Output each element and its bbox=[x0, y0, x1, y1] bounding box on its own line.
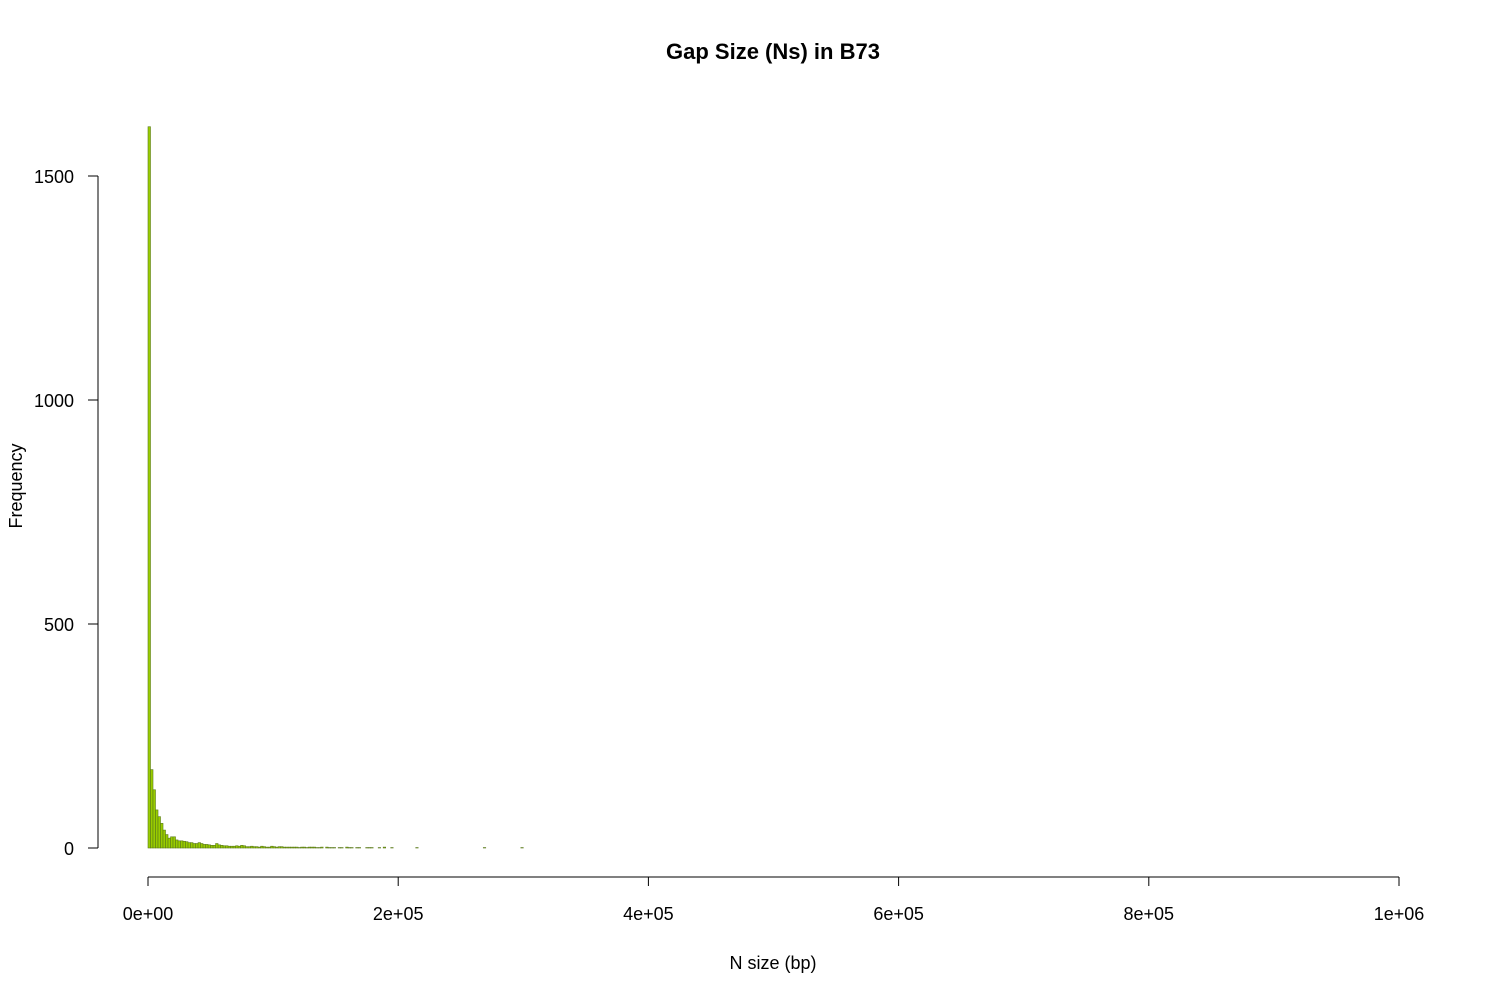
histogram-bar bbox=[292, 846, 296, 849]
histogram-bar bbox=[277, 846, 281, 849]
x-tick-label: 2e+05 bbox=[373, 904, 424, 924]
histogram-bar bbox=[262, 846, 266, 849]
histogram-bar bbox=[312, 846, 316, 849]
histogram-bar bbox=[175, 839, 179, 849]
histogram-bar bbox=[220, 845, 224, 849]
histogram-bar bbox=[192, 843, 196, 849]
y-axis-label: Frequency bbox=[6, 443, 26, 528]
histogram-bar bbox=[225, 845, 229, 849]
histogram-bar bbox=[257, 846, 261, 849]
histogram-bar bbox=[160, 823, 164, 849]
histogram-bar bbox=[245, 846, 249, 849]
histogram-bar bbox=[307, 846, 311, 849]
histogram-bar bbox=[270, 845, 274, 849]
histogram-bar bbox=[155, 809, 159, 849]
x-tick-label: 6e+05 bbox=[873, 904, 924, 924]
histogram-bar bbox=[280, 846, 284, 849]
histogram-bar bbox=[237, 845, 241, 849]
histogram-bar bbox=[232, 845, 236, 849]
histogram-bar bbox=[255, 846, 259, 849]
histogram-bar bbox=[242, 845, 246, 849]
chart-title: Gap Size (Ns) in B73 bbox=[666, 39, 880, 64]
histogram-bar bbox=[217, 844, 221, 849]
histogram-bar bbox=[157, 816, 161, 849]
y-tick-label: 1500 bbox=[34, 167, 74, 187]
histogram-bar bbox=[235, 845, 239, 849]
x-tick-label: 8e+05 bbox=[1124, 904, 1175, 924]
y-tick-label: 500 bbox=[44, 615, 74, 635]
histogram-bar bbox=[185, 841, 189, 849]
histogram-bar bbox=[177, 840, 181, 849]
histogram-bar bbox=[240, 845, 244, 849]
histogram-bar bbox=[222, 845, 226, 849]
bar-series bbox=[147, 126, 524, 849]
x-axis-label: N size (bp) bbox=[729, 953, 816, 973]
histogram-bar bbox=[272, 846, 276, 849]
y-axis: 0 500 1000 1500 bbox=[34, 167, 99, 859]
histogram-bar bbox=[227, 845, 231, 849]
histogram-bar bbox=[150, 769, 154, 849]
histogram-bar bbox=[320, 846, 324, 849]
histogram-bar bbox=[295, 846, 299, 849]
histogram-bar bbox=[182, 840, 186, 849]
x-tick-label: 4e+05 bbox=[623, 904, 674, 924]
histogram-bar bbox=[300, 846, 304, 849]
histogram-bar bbox=[382, 846, 386, 849]
x-tick-label: 1e+06 bbox=[1374, 904, 1425, 924]
histogram-bar bbox=[215, 843, 219, 849]
histogram-bar bbox=[190, 842, 194, 849]
y-tick-label: 1000 bbox=[34, 391, 74, 411]
histogram-bar bbox=[250, 845, 254, 849]
histogram-bar bbox=[267, 846, 271, 849]
histogram-bar bbox=[180, 840, 184, 849]
histogram-bar bbox=[165, 834, 169, 849]
histogram-bar bbox=[147, 126, 151, 849]
histogram-bar bbox=[247, 846, 251, 849]
histogram-bar bbox=[265, 846, 269, 849]
x-axis: 0e+00 2e+05 4e+05 6e+05 8e+05 1e+06 bbox=[123, 876, 1425, 924]
histogram-bar bbox=[172, 836, 176, 849]
histogram-bar bbox=[200, 843, 204, 849]
histogram-bar bbox=[302, 846, 306, 849]
histogram-bar bbox=[170, 836, 174, 849]
y-tick-label: 0 bbox=[64, 839, 74, 859]
histogram-bar bbox=[287, 846, 291, 849]
histogram-bar bbox=[212, 845, 216, 849]
histogram-bar bbox=[207, 844, 211, 849]
histogram-bar bbox=[210, 845, 214, 849]
histogram-bar bbox=[275, 846, 279, 849]
histogram-bar bbox=[195, 843, 199, 849]
histogram-bar bbox=[325, 846, 329, 849]
histogram-bar bbox=[152, 789, 156, 849]
x-tick-label: 0e+00 bbox=[123, 904, 174, 924]
histogram-bar bbox=[260, 845, 264, 849]
histogram-bar bbox=[205, 844, 209, 849]
histogram-bar bbox=[230, 845, 234, 849]
histogram-bar bbox=[285, 846, 289, 849]
histogram-bar bbox=[345, 846, 349, 849]
histogram-bar bbox=[310, 846, 314, 849]
histogram-bar bbox=[167, 837, 171, 849]
histogram-bar bbox=[187, 842, 191, 849]
histogram-bar bbox=[162, 829, 166, 849]
histogram-bar bbox=[202, 844, 206, 849]
histogram-bar bbox=[197, 842, 201, 849]
histogram-bar bbox=[252, 846, 256, 849]
histogram-bar bbox=[290, 846, 294, 849]
histogram-bar bbox=[282, 846, 286, 849]
